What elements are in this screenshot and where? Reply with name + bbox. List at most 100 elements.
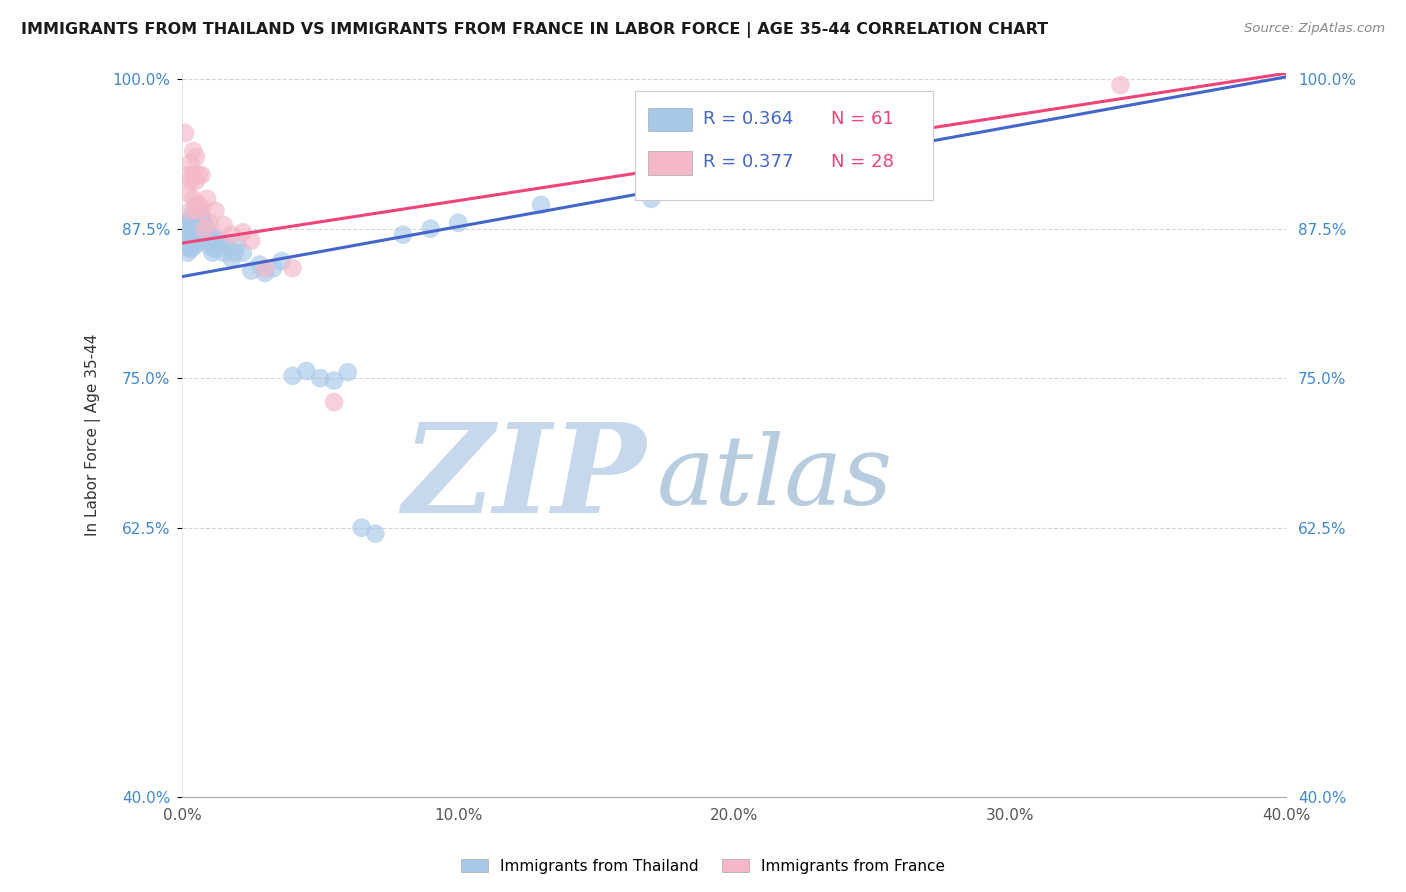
Point (177, 218, 200, 232)
Point (204, 203, 226, 218)
Point (181, 192, 204, 206)
Point (177, 227, 200, 242)
Point (174, 216, 197, 230)
Point (281, 261, 304, 276)
Point (221, 252, 243, 266)
Point (350, 521, 373, 535)
Point (174, 225, 197, 239)
Point (201, 245, 224, 260)
Point (215, 240, 238, 254)
Point (270, 254, 292, 268)
Point (177, 186, 200, 200)
Text: IMMIGRANTS FROM THAILAND VS IMMIGRANTS FROM FRANCE IN LABOR FORCE | AGE 35-44 CO: IMMIGRANTS FROM THAILAND VS IMMIGRANTS F… (21, 22, 1049, 38)
Point (179, 213, 201, 227)
Point (195, 192, 218, 206)
Point (193, 216, 215, 230)
Point (364, 526, 387, 541)
Point (240, 263, 263, 277)
Point (177, 168, 200, 182)
Point (179, 227, 201, 242)
Point (184, 237, 207, 252)
Point (181, 144, 204, 158)
Point (179, 242, 201, 256)
Point (198, 227, 221, 242)
Text: Source: ZipAtlas.com: Source: ZipAtlas.com (1244, 22, 1385, 36)
Text: R = 0.364: R = 0.364 (703, 110, 793, 128)
Point (179, 203, 201, 218)
FancyBboxPatch shape (634, 91, 932, 200)
Point (295, 364, 318, 378)
Point (195, 234, 218, 248)
Point (179, 221, 201, 235)
Point (419, 221, 441, 235)
Point (309, 371, 332, 385)
Point (193, 225, 215, 239)
Point (232, 225, 254, 239)
Point (190, 210, 212, 224)
Point (198, 216, 221, 230)
Point (193, 221, 215, 235)
Point (447, 216, 470, 230)
Point (195, 221, 218, 235)
Point (184, 203, 207, 218)
Point (198, 240, 221, 254)
Point (184, 218, 207, 232)
Point (177, 240, 200, 254)
Legend: Immigrants from Thailand, Immigrants from France: Immigrants from Thailand, Immigrants fro… (454, 853, 952, 880)
Point (253, 266, 276, 280)
Point (224, 245, 246, 260)
Point (187, 168, 209, 182)
Point (181, 218, 204, 232)
Point (1109, 78, 1132, 93)
Point (177, 245, 200, 260)
Point (184, 210, 207, 224)
Point (184, 198, 207, 212)
Point (187, 198, 209, 212)
Point (209, 234, 232, 248)
Point (187, 203, 209, 218)
Point (392, 227, 415, 242)
Point (187, 221, 209, 235)
Point (221, 227, 243, 242)
Point (181, 168, 204, 182)
Point (181, 227, 204, 242)
Point (249, 258, 271, 272)
Point (179, 237, 201, 252)
Point (323, 395, 346, 409)
Point (174, 126, 197, 140)
Point (174, 234, 197, 248)
Text: ZIP: ZIP (402, 417, 645, 539)
Text: R = 0.377: R = 0.377 (703, 153, 794, 171)
Point (212, 245, 235, 260)
Point (187, 213, 209, 227)
Y-axis label: In Labor Force | Age 35-44: In Labor Force | Age 35-44 (86, 334, 101, 536)
Point (232, 245, 254, 260)
Point (262, 261, 284, 276)
Point (212, 218, 235, 232)
Point (184, 227, 207, 242)
Text: atlas: atlas (657, 432, 893, 525)
Point (181, 240, 204, 254)
Point (190, 168, 212, 182)
Point (190, 227, 212, 242)
FancyBboxPatch shape (648, 152, 692, 175)
Point (184, 150, 207, 164)
Point (181, 206, 204, 220)
Point (240, 234, 263, 248)
Point (207, 237, 229, 252)
Point (190, 202, 212, 216)
Text: N = 28: N = 28 (831, 153, 894, 171)
Point (530, 198, 553, 212)
Point (226, 237, 249, 252)
Point (201, 230, 224, 244)
FancyBboxPatch shape (648, 108, 692, 131)
Point (204, 242, 226, 256)
Point (336, 365, 359, 379)
Point (323, 374, 346, 388)
Point (281, 368, 304, 383)
Point (253, 261, 276, 276)
Text: N = 61: N = 61 (831, 110, 894, 128)
Point (179, 156, 201, 170)
Point (190, 218, 212, 232)
Point (184, 174, 207, 188)
